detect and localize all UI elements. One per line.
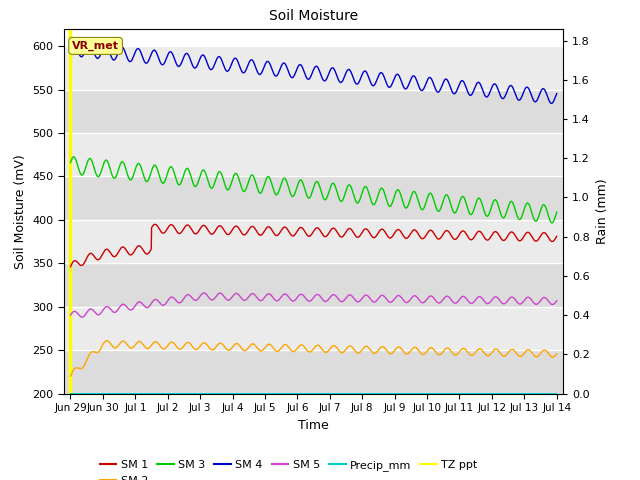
- Bar: [64, 264, 563, 307]
- Bar: [64, 350, 563, 394]
- Bar: [64, 133, 563, 177]
- Bar: [64, 177, 563, 220]
- Y-axis label: Rain (mm): Rain (mm): [596, 179, 609, 244]
- Legend: SM 1, SM 2, SM 3, SM 4, SM 5, Precip_mm, TZ ppt: SM 1, SM 2, SM 3, SM 4, SM 5, Precip_mm,…: [95, 456, 482, 480]
- Bar: [64, 90, 563, 133]
- Title: Soil Moisture: Soil Moisture: [269, 10, 358, 24]
- Text: VR_met: VR_met: [72, 41, 119, 51]
- Bar: [64, 220, 563, 264]
- Y-axis label: Soil Moisture (mV): Soil Moisture (mV): [14, 154, 27, 269]
- Bar: [64, 46, 563, 90]
- Bar: [64, 307, 563, 350]
- X-axis label: Time: Time: [298, 419, 329, 432]
